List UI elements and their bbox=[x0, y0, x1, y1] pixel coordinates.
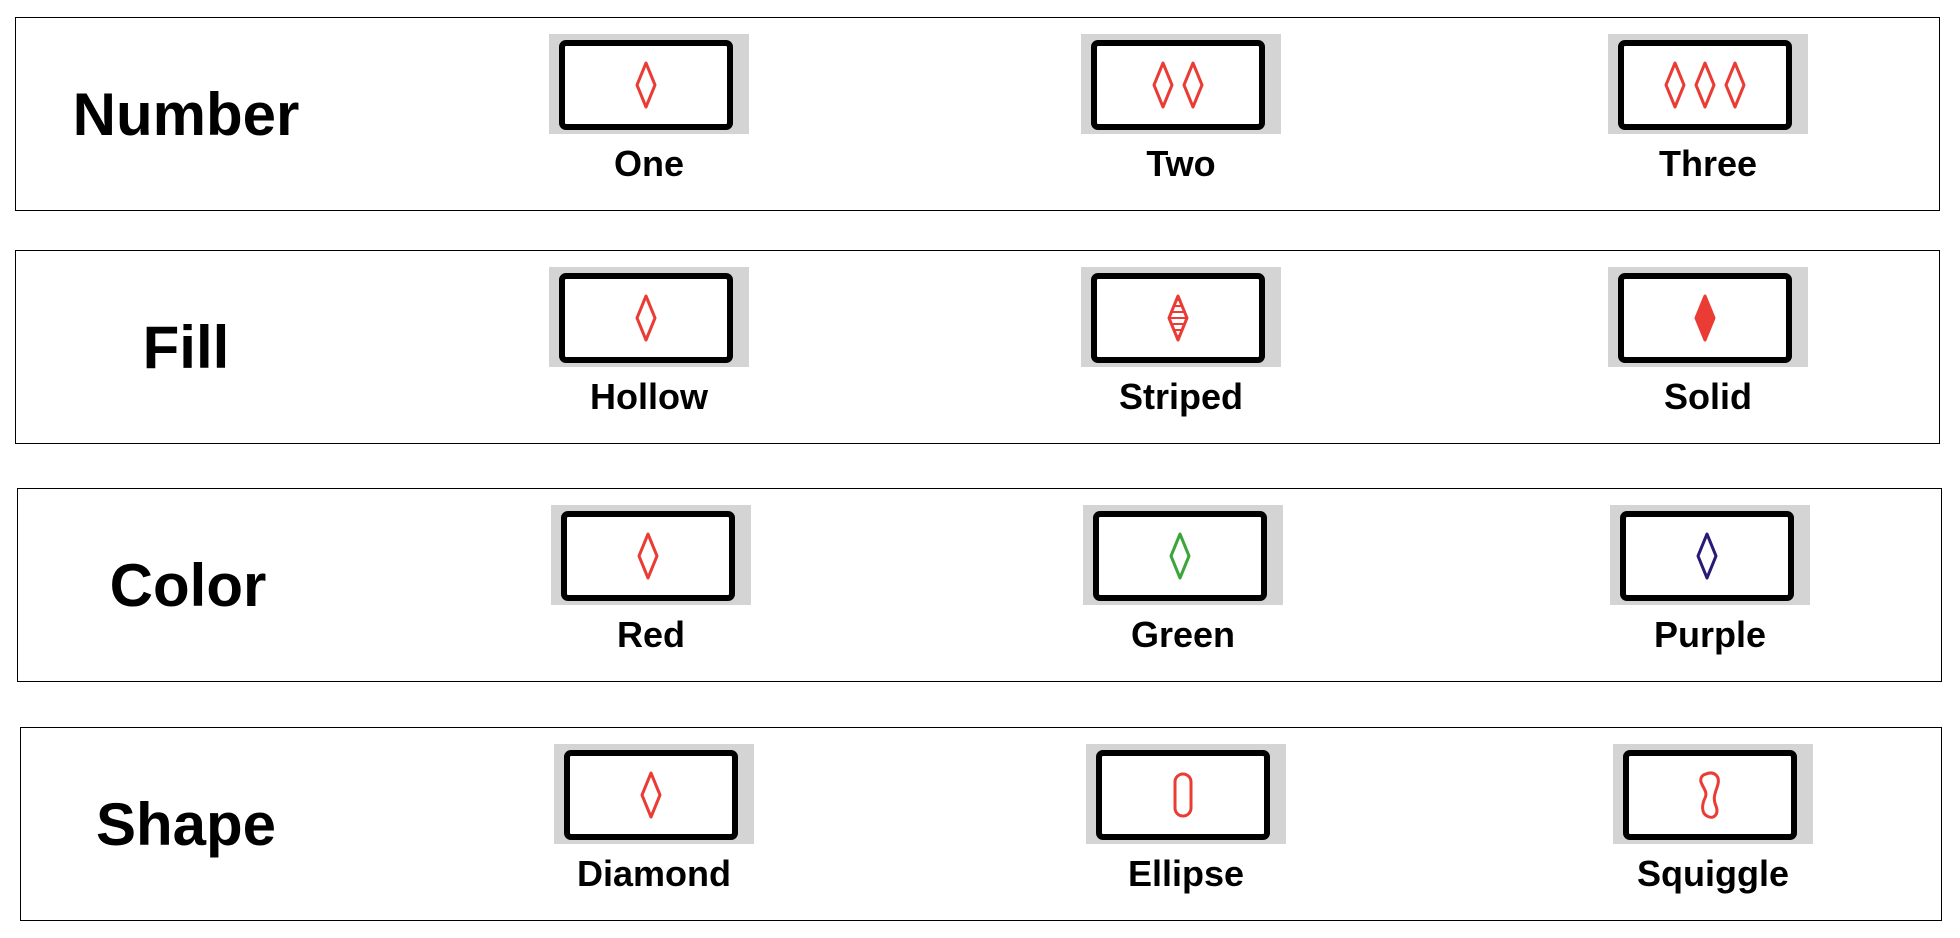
card-option: Green bbox=[1083, 489, 1283, 681]
symbol-group bbox=[1169, 532, 1191, 580]
symbol-group bbox=[1699, 771, 1720, 819]
attribute-row-shape: Shape Diamond Ellipse Squiggle bbox=[20, 727, 1942, 921]
symbol-group bbox=[635, 61, 657, 109]
diamond-symbol bbox=[1696, 532, 1718, 580]
card-frame bbox=[559, 40, 733, 130]
symbol-group bbox=[640, 771, 662, 819]
diamond-symbol bbox=[1167, 294, 1189, 342]
option-label: Three bbox=[1658, 143, 1758, 184]
symbol-group bbox=[635, 294, 657, 342]
diamond-symbol bbox=[635, 61, 657, 109]
diamond-symbol bbox=[1724, 61, 1746, 109]
ellipse-symbol bbox=[1173, 772, 1193, 818]
diamond-symbol bbox=[637, 532, 659, 580]
attribute-row-number: Number One Two Three bbox=[15, 17, 1940, 211]
card-frame bbox=[1623, 750, 1797, 840]
symbol-group bbox=[1696, 532, 1718, 580]
card-option: Ellipse bbox=[1086, 728, 1286, 920]
card-frame bbox=[1091, 40, 1265, 130]
option-label: One bbox=[613, 143, 684, 184]
option-label: Striped bbox=[1118, 376, 1243, 417]
diamond-symbol bbox=[1664, 61, 1686, 109]
symbol-group bbox=[1152, 61, 1204, 109]
card-option: Red bbox=[551, 489, 751, 681]
card-option: Solid bbox=[1608, 251, 1808, 443]
option-label: Hollow bbox=[590, 376, 708, 417]
card-option: Squiggle bbox=[1613, 728, 1813, 920]
card-frame bbox=[1620, 511, 1794, 601]
option-label: Ellipse bbox=[1127, 853, 1245, 894]
option-label: Solid bbox=[1664, 376, 1752, 417]
row-title: Color bbox=[109, 551, 267, 619]
diamond-symbol bbox=[1182, 61, 1204, 109]
symbol-group bbox=[1694, 294, 1716, 342]
attribute-row-color: Color Red Green Purple bbox=[17, 488, 1942, 682]
row-title: Fill bbox=[142, 313, 230, 381]
option-label: Purple bbox=[1653, 614, 1767, 655]
option-label: Red bbox=[616, 614, 685, 655]
diamond-symbol bbox=[1694, 61, 1716, 109]
card-frame bbox=[561, 511, 735, 601]
card-frame bbox=[1618, 40, 1792, 130]
card-option: Hollow bbox=[549, 251, 749, 443]
card-frame bbox=[1091, 273, 1265, 363]
symbol-group bbox=[1664, 61, 1746, 109]
diamond-symbol bbox=[640, 771, 662, 819]
card-frame bbox=[1096, 750, 1270, 840]
option-label: Squiggle bbox=[1637, 853, 1789, 894]
card-option: Purple bbox=[1610, 489, 1810, 681]
diamond-symbol bbox=[1152, 61, 1174, 109]
row-title: Number bbox=[72, 80, 300, 148]
squiggle-symbol bbox=[1699, 771, 1720, 819]
card-frame bbox=[559, 273, 733, 363]
card-option: Two bbox=[1081, 18, 1281, 210]
card-frame bbox=[564, 750, 738, 840]
symbol-group bbox=[1173, 772, 1193, 818]
option-label: Two bbox=[1146, 143, 1216, 184]
card-option: Three bbox=[1608, 18, 1808, 210]
diamond-symbol bbox=[635, 294, 657, 342]
card-option: Diamond bbox=[554, 728, 754, 920]
symbol-group bbox=[637, 532, 659, 580]
option-label: Green bbox=[1130, 614, 1236, 655]
diamond-symbol bbox=[1694, 294, 1716, 342]
attribute-row-fill: Fill Hollow Striped Solid bbox=[15, 250, 1940, 444]
card-option: Striped bbox=[1081, 251, 1281, 443]
option-label: Diamond bbox=[576, 853, 731, 894]
card-frame bbox=[1093, 511, 1267, 601]
card-option: One bbox=[549, 18, 749, 210]
symbol-group bbox=[1167, 294, 1189, 342]
card-frame bbox=[1618, 273, 1792, 363]
row-title: Shape bbox=[95, 790, 277, 858]
diamond-symbol bbox=[1169, 532, 1191, 580]
